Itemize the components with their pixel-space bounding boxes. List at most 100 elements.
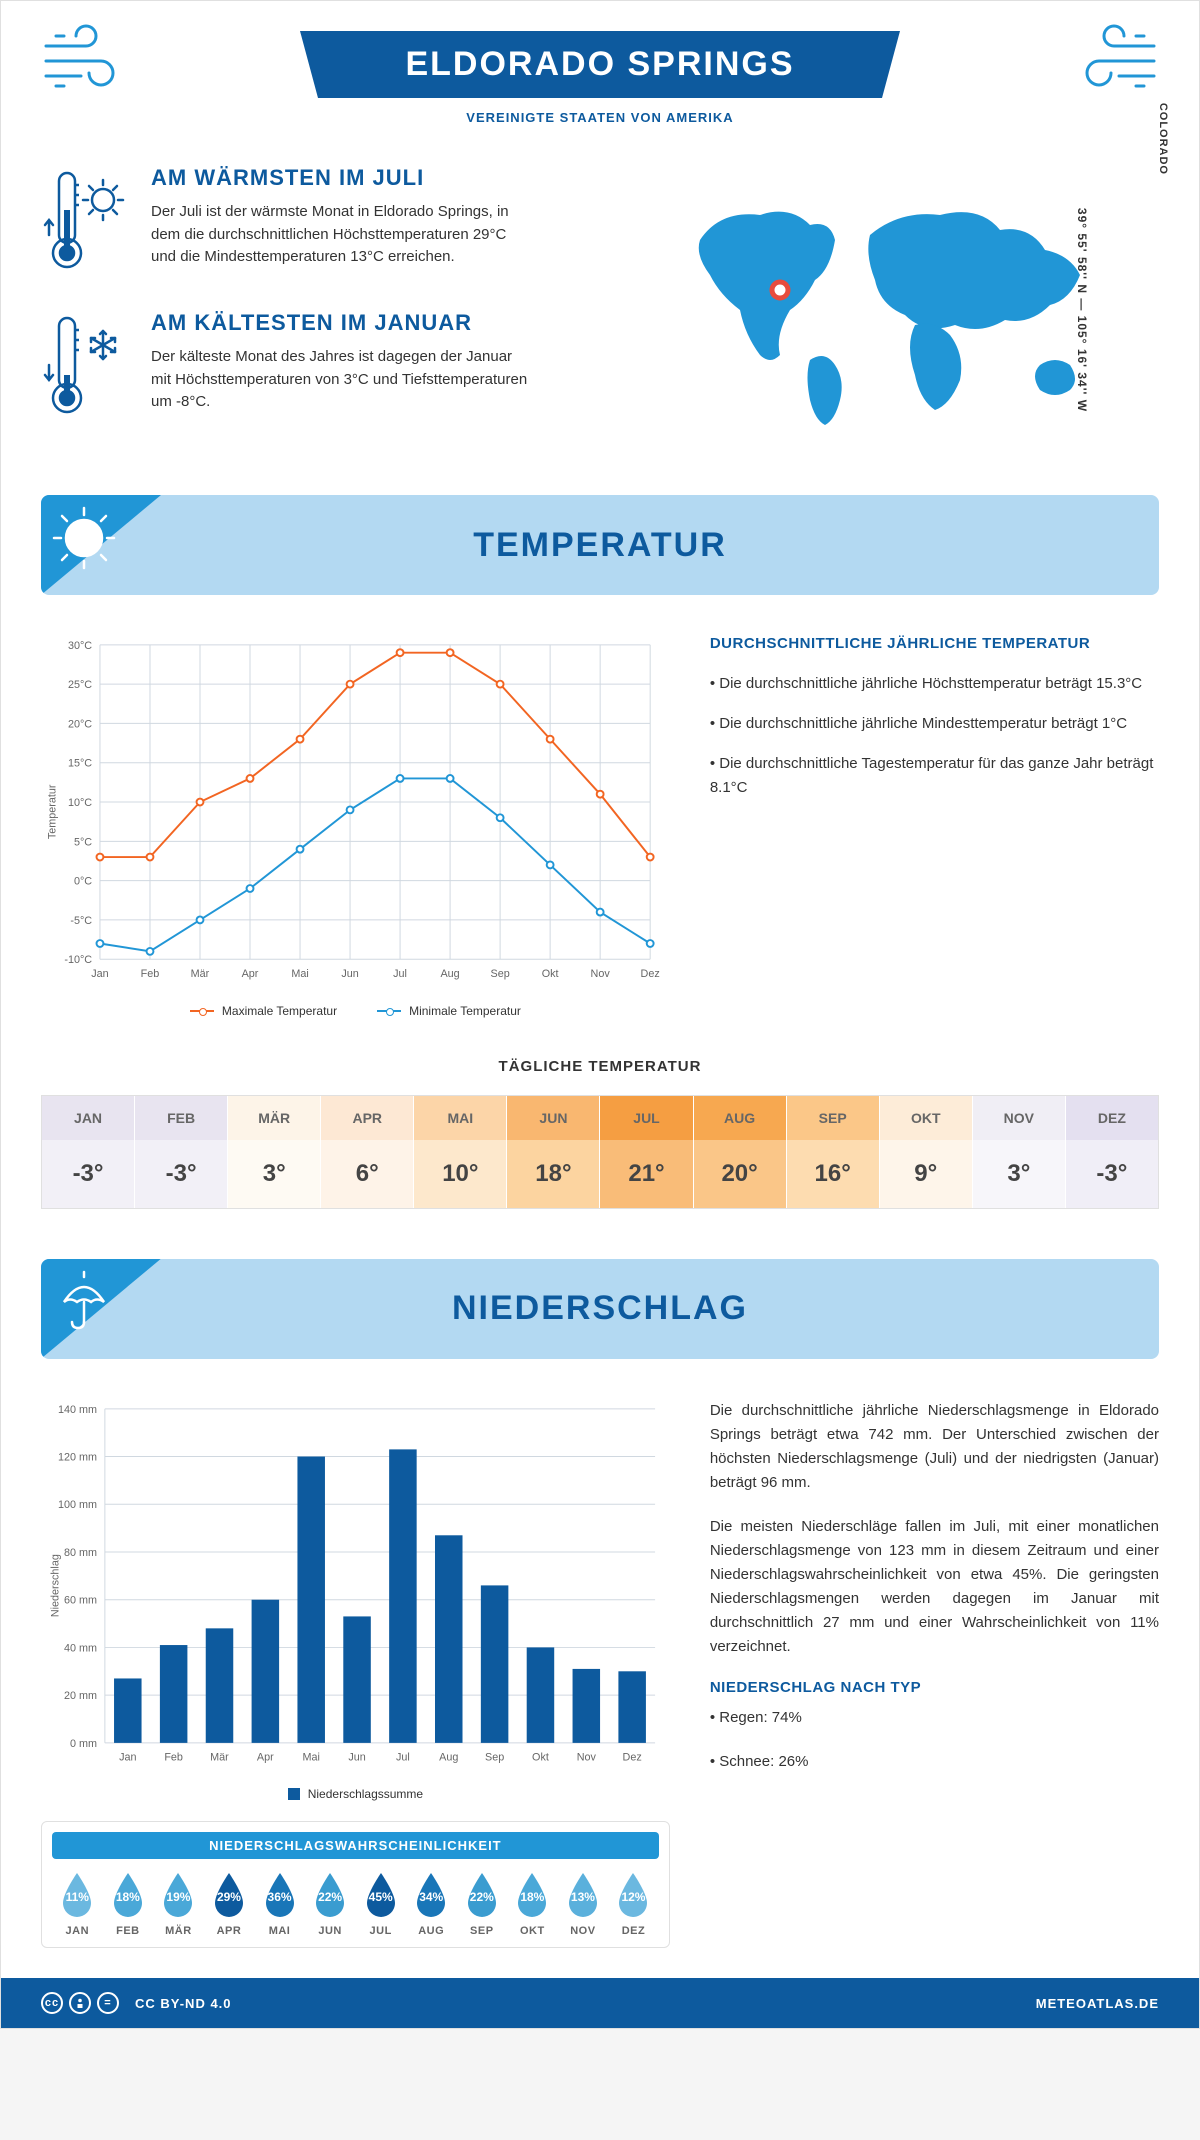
page-title: ELDORADO SPRINGS (300, 31, 900, 98)
svg-text:30°C: 30°C (68, 640, 92, 652)
svg-text:Dez: Dez (641, 968, 660, 980)
prob-month-label: APR (204, 1925, 255, 1937)
prob-month-label: MÄR (153, 1925, 204, 1937)
thermometer-sun-icon (41, 165, 131, 280)
raindrop-icon: 22% (311, 1871, 349, 1919)
infographic-page: ELDORADO SPRINGS VEREINIGTE STAATEN VON … (0, 0, 1200, 2029)
month-label: APR (321, 1096, 413, 1140)
temp-chart-legend: Maximale Temperatur Minimale Temperatur (41, 1004, 670, 1018)
raindrop-icon: 45% (362, 1871, 400, 1919)
precip-para-2: Die meisten Niederschläge fallen im Juli… (710, 1515, 1159, 1659)
intro-text-column: AM WÄRMSTEN IM JULI Der Juli ist der wär… (41, 165, 580, 455)
svg-text:Nov: Nov (577, 1751, 597, 1763)
intro-row: AM WÄRMSTEN IM JULI Der Juli ist der wär… (41, 165, 1159, 455)
prob-month-label: JAN (52, 1925, 103, 1937)
month-value: 20° (694, 1140, 786, 1208)
temp-bullet: • Die durchschnittliche jährliche Höchst… (710, 672, 1159, 696)
svg-text:-10°C: -10°C (64, 954, 92, 966)
svg-text:80 mm: 80 mm (64, 1547, 97, 1559)
footer: cc = CC BY-ND 4.0 METEOATLAS.DE (1, 1978, 1199, 2028)
coldest-text: Der kälteste Monat des Jahres ist dagege… (151, 346, 531, 414)
temperature-section-header: TEMPERATUR (41, 495, 1159, 595)
raindrop-icon: 12% (614, 1871, 652, 1919)
daily-temp-cell: FEB-3° (135, 1096, 228, 1208)
svg-text:Nov: Nov (591, 968, 611, 980)
site-name: METEOATLAS.DE (1036, 1996, 1159, 2011)
prob-month-label: JUL (355, 1925, 406, 1937)
month-value: 6° (321, 1140, 413, 1208)
month-value: 21° (600, 1140, 692, 1208)
svg-text:Jan: Jan (119, 1751, 136, 1763)
svg-text:Sep: Sep (485, 1751, 504, 1763)
prob-cell: 18%FEB (103, 1871, 154, 1937)
svg-text:0°C: 0°C (74, 876, 92, 888)
svg-text:120 mm: 120 mm (58, 1451, 97, 1463)
month-label: MAI (414, 1096, 506, 1140)
raindrop-icon: 36% (261, 1871, 299, 1919)
svg-text:Jun: Jun (341, 968, 358, 980)
month-value: 10° (414, 1140, 506, 1208)
prob-cell: 29% APR (204, 1871, 255, 1937)
umbrella-icon (49, 1267, 114, 1337)
precipitation-title: NIEDERSCHLAG (452, 1289, 748, 1328)
daily-temp-cell: AUG20° (694, 1096, 787, 1208)
temp-bullet: • Die durchschnittliche Tagestemperatur … (710, 752, 1159, 800)
precip-type-title: NIEDERSCHLAG NACH TYP (710, 1679, 1159, 1696)
nd-icon: = (97, 1992, 119, 2014)
month-label: SEP (787, 1096, 879, 1140)
daily-temp-cell: SEP16° (787, 1096, 880, 1208)
svg-text:Jul: Jul (393, 968, 407, 980)
legend-max-label: Maximale Temperatur (222, 1004, 337, 1018)
svg-text:-5°C: -5°C (70, 915, 92, 927)
wind-icon (41, 21, 141, 106)
sun-icon (49, 503, 119, 578)
month-value: 16° (787, 1140, 879, 1208)
svg-text:5°C: 5°C (74, 836, 92, 848)
svg-text:0 mm: 0 mm (70, 1738, 97, 1750)
coordinates-label: 39° 55' 58'' N — 105° 16' 34'' W (1075, 208, 1089, 412)
month-value: 18° (507, 1140, 599, 1208)
daily-temp-cell: MÄR3° (228, 1096, 321, 1208)
raindrop-icon: 29% (210, 1871, 248, 1919)
svg-text:25°C: 25°C (68, 679, 92, 691)
prob-month-label: JUN (305, 1925, 356, 1937)
temperature-description: DURCHSCHNITTLICHE JÄHRLICHE TEMPERATUR •… (710, 635, 1159, 1018)
month-label: JUN (507, 1096, 599, 1140)
svg-text:Jul: Jul (396, 1751, 410, 1763)
by-icon (69, 1992, 91, 2014)
svg-text:15°C: 15°C (68, 758, 92, 770)
raindrop-icon: 22% (463, 1871, 501, 1919)
raindrop-icon: 18% (513, 1871, 551, 1919)
precipitation-row: 0 mm20 mm40 mm60 mm80 mm100 mm120 mm140 … (41, 1399, 1159, 1948)
daily-temp-cell: NOV3° (973, 1096, 1066, 1208)
coldest-block: AM KÄLTESTEN IM JANUAR Der kälteste Mona… (41, 310, 580, 425)
raindrop-icon: 19% (159, 1871, 197, 1919)
legend-min-label: Minimale Temperatur (409, 1004, 521, 1018)
daily-temp-cell: JUN18° (507, 1096, 600, 1208)
prob-cell: 22% JUN (305, 1871, 356, 1937)
svg-text:Feb: Feb (164, 1751, 183, 1763)
month-label: MÄR (228, 1096, 320, 1140)
svg-text:Mär: Mär (191, 968, 210, 980)
precipitation-probability-box: NIEDERSCHLAGSWAHRSCHEINLICHKEIT 11%JAN18… (41, 1821, 670, 1948)
prob-month-label: OKT (507, 1925, 558, 1937)
raindrop-icon: 34% (412, 1871, 450, 1919)
svg-text:Okt: Okt (542, 968, 559, 980)
raindrop-icon: 18% (109, 1871, 147, 1919)
prob-title: NIEDERSCHLAGSWAHRSCHEINLICHKEIT (52, 1832, 659, 1859)
month-label: OKT (880, 1096, 972, 1140)
warmest-text: Der Juli ist der wärmste Monat in Eldora… (151, 201, 531, 269)
month-label: AUG (694, 1096, 786, 1140)
precipitation-description: Die durchschnittliche jährliche Niedersc… (710, 1399, 1159, 1948)
svg-text:Niederschlag: Niederschlag (50, 1554, 62, 1617)
temp-desc-title: DURCHSCHNITTLICHE JÄHRLICHE TEMPERATUR (710, 635, 1159, 652)
prob-cell: 36%MAI (254, 1871, 305, 1937)
daily-temp-cell: JAN-3° (42, 1096, 135, 1208)
prob-cell: 11%JAN (52, 1871, 103, 1937)
daily-temp-cell: JUL21° (600, 1096, 693, 1208)
svg-text:140 mm: 140 mm (58, 1403, 97, 1415)
daily-temp-cell: MAI10° (414, 1096, 507, 1208)
precip-para-1: Die durchschnittliche jährliche Niedersc… (710, 1399, 1159, 1495)
month-label: JUL (600, 1096, 692, 1140)
svg-text:20 mm: 20 mm (64, 1690, 97, 1702)
